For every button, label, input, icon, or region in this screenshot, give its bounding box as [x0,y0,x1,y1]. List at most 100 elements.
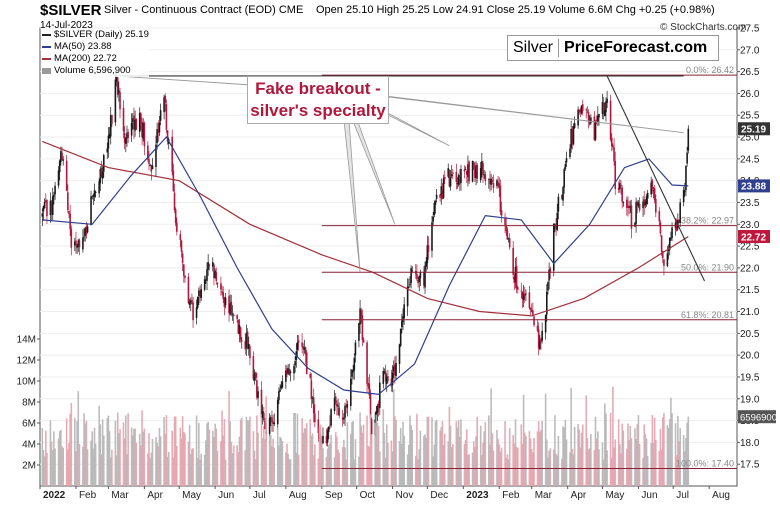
volume-bar [76,421,78,486]
legend-price: $SILVER (Daily) 25.19 [42,29,149,41]
volume-bar [327,444,330,486]
volume-bar [304,428,307,486]
x-axis-label: Nov [396,490,414,500]
volume-bar [573,426,576,486]
candle-body [376,405,379,413]
candle-body [384,370,387,382]
candle-body [224,297,227,305]
volume-bar [108,431,111,486]
volume-bar [329,443,331,486]
volume-bar [206,423,208,486]
price-tick-label: 22.5 [740,242,760,253]
candle-body [661,250,664,258]
candle-body [504,217,506,225]
candle-body [301,342,303,347]
price-tick-label: 23.0 [740,220,760,231]
x-axis-label: 2022 [43,490,66,500]
candle-body [359,308,361,325]
volume-bar [520,424,523,486]
volume-bar [370,434,373,486]
candle-body [658,211,661,222]
candle-body [114,79,117,123]
legend-volume: Volume 6,596,900 [42,65,149,77]
candle-body [544,314,547,333]
candle-body [240,340,243,342]
volume-bar [644,433,647,486]
volume-bar [666,425,669,486]
volume-bar [399,428,402,486]
price-tick-label: 19.0 [740,394,760,405]
volume-bar [505,457,508,486]
volume-bar [102,435,105,486]
candle-body [443,176,446,180]
candle-body [272,421,274,424]
legend-ma50-label: MA(50) 23.88 [54,41,112,52]
x-axis-label: Jun [641,490,657,500]
volume-bar [346,422,349,486]
candle-body [603,110,606,117]
volume-bar [434,421,437,486]
volume-bar [628,439,630,486]
volume-bar [268,435,271,486]
candle-body [249,346,251,359]
volume-bar [280,438,283,486]
volume-bar [667,428,670,486]
candle-body [100,167,103,178]
candle-body [441,188,444,200]
candle-body [540,338,542,343]
candle-body [109,115,112,137]
candle-body [94,191,97,193]
candle-body [312,397,315,414]
candle-body [425,261,427,267]
candle-body [173,192,176,211]
volume-bar [411,429,414,486]
candle-body [508,238,511,248]
candle-body [687,128,690,151]
volume-bar [200,453,203,486]
volume-bar [279,436,281,486]
candle-body [111,115,113,124]
candle-body [116,77,119,95]
volume-bar [646,456,649,486]
volume-bar [245,416,248,486]
volume-bar [237,452,240,486]
volume-bar [305,423,308,486]
candle-body [246,331,249,349]
candle-body [354,342,357,356]
candle-body [598,113,600,118]
volume-tick-label: 4M [22,440,36,451]
volume-bar [671,413,673,486]
volume-bar [637,415,640,486]
candle-body [581,104,584,111]
price-tick-label: 18.0 [740,438,760,449]
candle-body [629,206,632,209]
candle-body [191,300,193,305]
price-tick-label: 17.5 [740,460,760,471]
candle-body [73,241,76,246]
candle-body [620,184,622,187]
candle-body [507,237,510,239]
candle-body [147,145,149,160]
candle-body [181,253,184,263]
volume-bar [463,443,466,486]
candle-body [490,178,492,185]
candle-body [245,332,248,348]
volume-bar [131,435,134,486]
candle-body [678,220,680,222]
brand-left: Silver [508,39,560,57]
candle-body [642,201,644,209]
candle-body [135,118,138,130]
candle-body [474,168,476,178]
volume-bar [642,457,644,486]
candle-body [43,201,46,209]
candle-body [192,302,194,321]
volume-bar [586,437,589,486]
candle-body [67,192,69,211]
candle-body [571,129,574,143]
volume-bar [401,443,403,486]
volume-bar [547,457,549,486]
candle-body [525,293,527,295]
volume-bar [167,451,170,486]
candle-body [564,164,567,169]
volume-bar [433,444,436,486]
